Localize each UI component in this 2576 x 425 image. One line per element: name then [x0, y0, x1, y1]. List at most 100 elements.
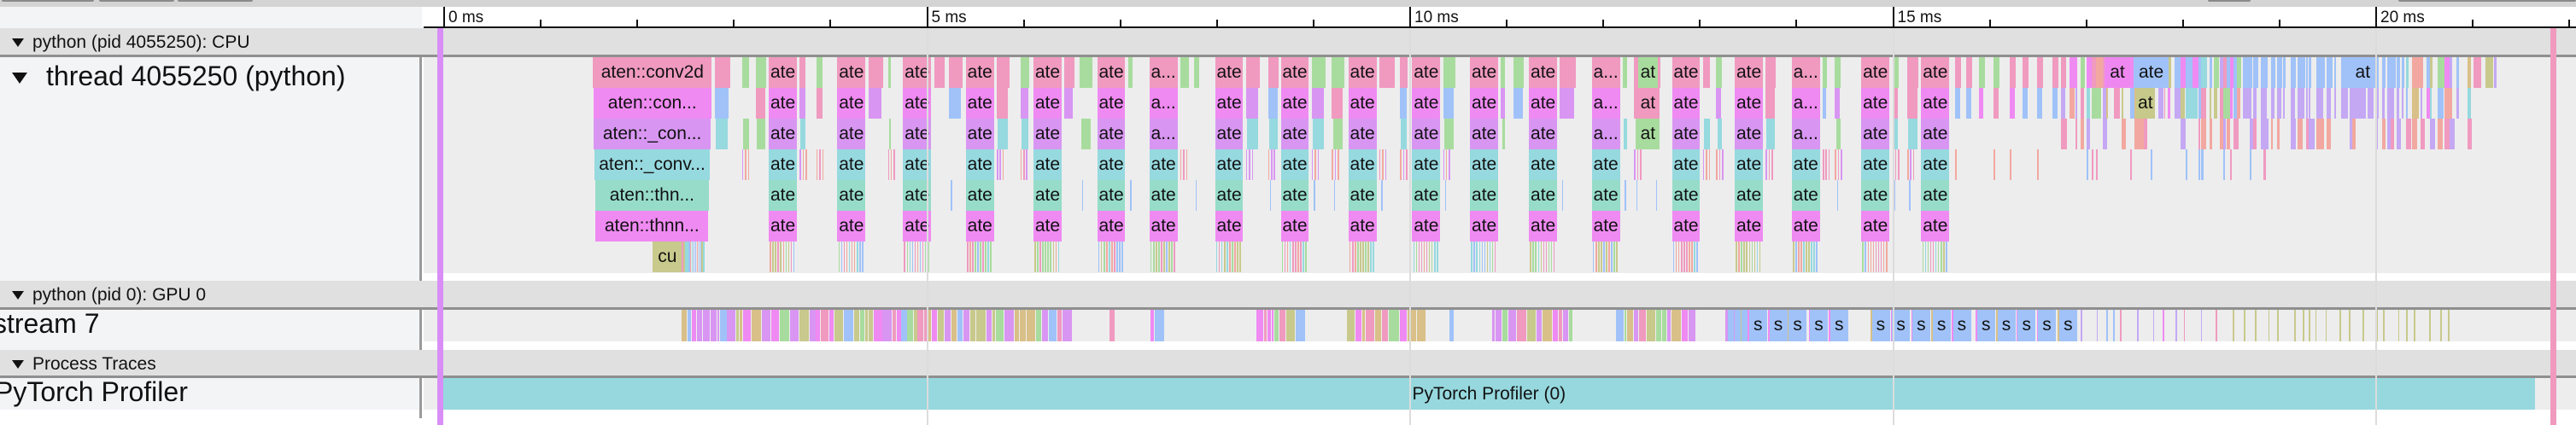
thin-slice[interactable] [846, 242, 848, 272]
thin-slice[interactable] [1811, 242, 1812, 272]
thin-slice[interactable] [2271, 119, 2274, 149]
thin-slice[interactable] [1481, 242, 1484, 272]
kernel-slice[interactable] [2440, 310, 2442, 341]
filler-slice[interactable] [2263, 57, 2269, 88]
filler-slice[interactable] [714, 57, 730, 88]
thin-slice[interactable] [1365, 242, 1367, 272]
slice-aten-conv-[interactable]: aten::_conv... [594, 149, 711, 180]
thin-slice[interactable] [1894, 180, 1896, 211]
filler-slice[interactable] [2412, 88, 2419, 119]
kernel-slice[interactable] [1569, 310, 1573, 341]
kernel-slice[interactable] [696, 310, 703, 341]
thin-slice[interactable] [906, 242, 909, 272]
thin-slice[interactable] [787, 242, 790, 272]
thin-slice[interactable] [1234, 242, 1236, 272]
thin-slice[interactable] [1640, 149, 1642, 180]
slice-aten-call[interactable]: ate [1671, 119, 1701, 149]
thin-slice[interactable] [1768, 149, 1771, 180]
thin-slice[interactable] [1168, 242, 1170, 272]
thin-slice[interactable] [2316, 119, 2321, 149]
thin-slice[interactable] [1420, 242, 1423, 272]
thin-slice[interactable] [2276, 119, 2280, 149]
kernel-slice[interactable] [2106, 310, 2108, 341]
thin-slice[interactable] [1161, 242, 1162, 272]
thin-slice[interactable] [1691, 242, 1693, 272]
kernel-slice-s[interactable]: s [2037, 310, 2057, 341]
kernel-slice[interactable] [928, 310, 931, 341]
slice-aten-call[interactable]: ate [1671, 211, 1701, 242]
thin-slice[interactable] [1215, 242, 1218, 272]
filler-slice[interactable] [2349, 88, 2355, 119]
thin-slice[interactable] [2263, 149, 2266, 180]
kernel-slice[interactable] [992, 310, 996, 341]
filler-slice[interactable] [2129, 88, 2137, 119]
thin-slice[interactable] [1245, 149, 1248, 180]
filler-slice[interactable] [2326, 88, 2332, 119]
thin-slice[interactable] [1426, 242, 1428, 272]
kernel-slice[interactable] [2244, 310, 2245, 341]
thin-slice[interactable] [1478, 242, 1481, 272]
thin-slice[interactable] [1816, 242, 1818, 272]
thin-slice[interactable] [1608, 242, 1610, 272]
thin-slice[interactable] [2080, 119, 2084, 149]
slice-aten-call[interactable]: ate [1591, 180, 1620, 211]
filler-slice[interactable] [2229, 57, 2234, 88]
thin-slice[interactable] [1291, 242, 1294, 272]
filler-slice[interactable] [2227, 57, 2232, 88]
thin-slice[interactable] [1284, 242, 1286, 272]
thin-slice[interactable] [1932, 242, 1935, 272]
kernel-slice[interactable] [2016, 310, 2018, 341]
filler-slice[interactable] [757, 119, 766, 149]
thin-slice[interactable] [1489, 242, 1491, 272]
thin-slice[interactable] [687, 242, 688, 272]
thin-slice[interactable] [1530, 242, 1531, 272]
collapse-caret-icon[interactable] [12, 73, 27, 84]
filler-slice[interactable] [816, 88, 823, 119]
slice-aten-call[interactable]: ate [1529, 119, 1558, 149]
thin-slice[interactable] [1748, 242, 1751, 272]
slice-aten-call[interactable]: ate [1671, 88, 1701, 119]
kernel-slice[interactable] [799, 310, 809, 341]
kernel-slice[interactable] [1768, 310, 1770, 341]
thin-slice[interactable] [2129, 149, 2132, 180]
filler-slice[interactable] [1716, 88, 1722, 119]
filler-slice[interactable] [1245, 57, 1260, 88]
kernel-slice[interactable] [1627, 310, 1633, 341]
thin-slice[interactable] [1613, 242, 1615, 272]
thin-slice[interactable] [1351, 242, 1354, 272]
thin-slice[interactable] [1716, 149, 1718, 180]
thin-slice[interactable] [2096, 149, 2099, 180]
slice-aten-call[interactable]: ate [1348, 119, 1377, 149]
thin-slice[interactable] [1183, 149, 1185, 180]
filler-slice[interactable] [2290, 57, 2297, 88]
thin-slice[interactable] [1379, 149, 1381, 180]
kernel-slice-s[interactable]: s [1809, 310, 1829, 341]
filler-slice[interactable] [1311, 88, 1325, 119]
kernel-slice[interactable] [1268, 310, 1271, 341]
filler-slice[interactable] [1823, 57, 1827, 88]
slice-aten-call[interactable]: ate [1412, 57, 1441, 88]
thin-slice[interactable] [1924, 242, 1927, 272]
slice-aten-call[interactable]: ate [769, 119, 797, 149]
thin-slice[interactable] [1449, 149, 1450, 180]
thin-slice[interactable] [772, 242, 774, 272]
slice-aten-call[interactable]: ate [1529, 211, 1558, 242]
filler-slice[interactable] [1332, 88, 1344, 119]
toolbar-tab[interactable] [99, 0, 174, 2]
filler-slice[interactable] [2390, 57, 2395, 88]
slice-aten-call[interactable]: ate [1470, 211, 1499, 242]
thin-slice[interactable] [2219, 119, 2224, 149]
kernel-slice[interactable] [711, 310, 717, 341]
thin-slice[interactable] [1759, 242, 1761, 272]
slice-aten-call[interactable]: ate [1861, 149, 1890, 180]
thin-slice[interactable] [777, 242, 780, 272]
slice-aten-call[interactable]: ate [1921, 57, 1950, 88]
filler-slice[interactable] [1268, 57, 1279, 88]
filler-slice[interactable] [2106, 88, 2109, 119]
filler-slice[interactable] [1401, 119, 1408, 149]
slice-aten-call[interactable]: ate [837, 88, 866, 119]
filler-slice[interactable] [2444, 57, 2451, 88]
thin-slice[interactable] [1885, 242, 1888, 272]
filler-slice[interactable] [1955, 88, 1960, 119]
filler-slice[interactable] [1965, 88, 1971, 119]
